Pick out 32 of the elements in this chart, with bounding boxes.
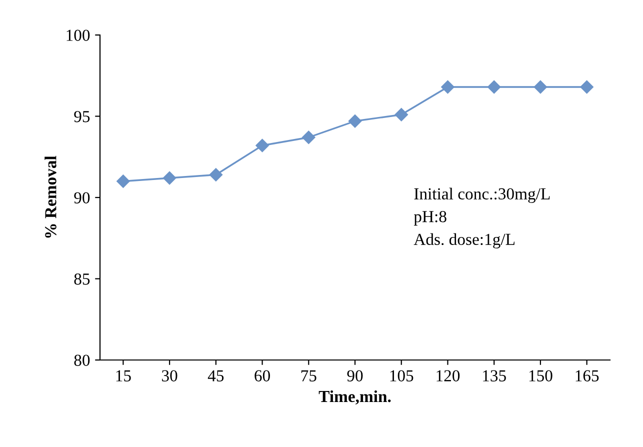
x-tick-label: 135 [483, 370, 506, 382]
x-axis-title: Time,min. [318, 390, 391, 405]
point [116, 174, 130, 188]
x-tick-label: 90 [347, 370, 363, 382]
annotation: pH:8 [414, 210, 446, 226]
annotation: Initial conc.:30mg/L [414, 188, 550, 203]
y-tick-label: 85 [74, 273, 90, 285]
point [580, 80, 594, 94]
x-tick-label: 60 [254, 370, 270, 382]
y-tick-label: 100 [66, 30, 90, 41]
annotation: Ads. dose:1g/L [414, 233, 514, 248]
point [209, 168, 222, 182]
x-tick-label: 150 [529, 370, 552, 382]
point [162, 171, 176, 185]
point [348, 114, 362, 128]
y-tick-label: 90 [74, 192, 90, 204]
point [256, 138, 269, 152]
point [488, 80, 501, 94]
x-tick-label: 165 [576, 370, 599, 382]
x-tick-label: 30 [162, 370, 178, 382]
point [394, 108, 408, 122]
point [534, 80, 548, 94]
x-tick-label: 120 [436, 370, 460, 382]
x-tick-label: 105 [390, 370, 414, 382]
x-tick-label: 75 [301, 370, 316, 382]
y-axis-title: % Removal [44, 156, 56, 238]
y-tick-label: 80 [74, 354, 90, 366]
x-tick-label: 15 [116, 370, 131, 382]
y-tick-label: 95 [74, 110, 90, 122]
point [441, 80, 454, 94]
x-tick-label: 45 [208, 370, 224, 382]
point [302, 130, 316, 144]
